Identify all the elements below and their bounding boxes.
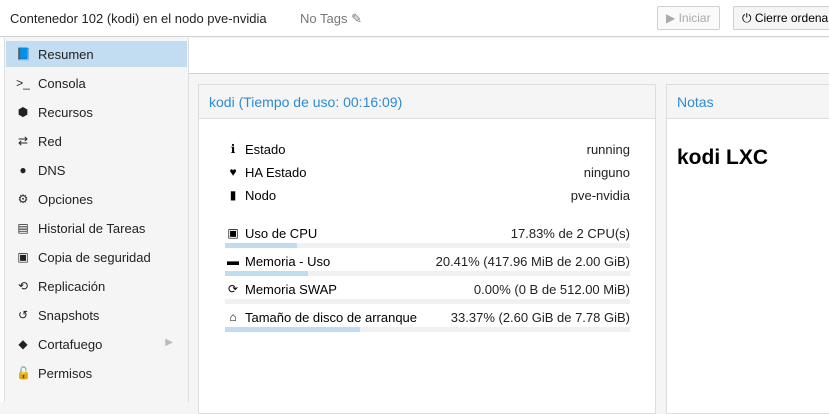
sidebar-item-historial-de-tareas[interactable]: ▤ Historial de Tareas xyxy=(6,215,187,241)
usage-bar xyxy=(225,299,630,304)
heartbeat-icon: ♥ xyxy=(229,165,237,179)
usage-value: 0.00% (0 B de 512.00 MiB) xyxy=(473,282,630,297)
status-row: ♥ HA Estado ninguno xyxy=(225,165,630,183)
sidebar-item-recursos[interactable]: ⬢ Recursos xyxy=(6,99,187,125)
sidebar-item-label: Snapshots xyxy=(38,308,100,323)
globe-icon: ● xyxy=(19,163,27,177)
sidebar-item-label: Consola xyxy=(38,76,86,91)
status-label: Estado xyxy=(245,142,286,157)
usage-bar-fill xyxy=(225,243,298,248)
usage-bar xyxy=(225,271,630,276)
notes-content: kodi LXC xyxy=(677,146,769,169)
usage-value: 17.83% de 2 CPU(s) xyxy=(510,226,630,241)
sidebar-item-label: DNS xyxy=(38,163,66,178)
sidebar-item-label: Copia de seguridad xyxy=(38,250,151,265)
shutdown-label: Cierre ordena xyxy=(754,11,829,25)
usage-bar-fill xyxy=(225,327,361,332)
toolbar xyxy=(189,38,829,74)
tags[interactable]: No Tags ✎ xyxy=(300,11,362,27)
status-value: ninguno xyxy=(583,165,630,180)
usage-row: ⌂ Tamaño de disco de arranque 33.37% (2.60… xyxy=(225,310,630,328)
notes-title: Notas xyxy=(667,85,829,119)
sidebar-item-label: Permisos xyxy=(38,366,93,381)
usage-bar xyxy=(225,243,630,248)
power-icon: ⏻ xyxy=(742,11,752,25)
usage-row: ▣ Uso de CPU 17.83% de 2 CPU(s) xyxy=(225,226,630,244)
shutdown-button[interactable]: ⏻ Cierre ordena xyxy=(733,6,829,30)
sidebar-item-permisos[interactable]: 🔓 Permisos xyxy=(6,360,187,386)
status-row: ▮ Nodo pve-nvidia xyxy=(225,188,630,206)
notes-panel: Notas kodi LXC xyxy=(666,84,829,414)
sidebar-item-opciones[interactable]: ⚙ Opciones xyxy=(6,186,187,212)
sidebar-item-resumen[interactable]: 📘 Resumen xyxy=(6,41,187,67)
sidebar-item-dns[interactable]: ● DNS xyxy=(6,157,187,183)
sidebar-item-snapshots[interactable]: ↺ Snapshots xyxy=(6,302,187,328)
page-title: Contenedor 102 (kodi) en el nodo pve-nvi… xyxy=(10,11,267,26)
cpu-icon: ▣ xyxy=(227,226,239,240)
status-row: ℹ Estado running xyxy=(225,142,630,160)
cube-icon: ⬢ xyxy=(17,105,29,119)
sidebar-item-label: Cortafuego xyxy=(38,337,103,352)
server-icon: ▮ xyxy=(229,188,237,202)
exchange-icon: ⇄ xyxy=(17,134,29,148)
sidebar-edge xyxy=(0,38,5,402)
unlock-icon: 🔓 xyxy=(16,366,31,380)
history-icon: ↺ xyxy=(17,308,29,322)
sidebar-item-label: Opciones xyxy=(38,192,93,207)
pencil-icon[interactable]: ✎ xyxy=(351,11,362,26)
refresh-icon: ⟳ xyxy=(227,282,239,296)
summary-panel: kodi (Tiempo de uso: 00:16:09) ℹ Estado ru… xyxy=(198,84,656,414)
shield-icon: ◆ xyxy=(18,337,28,351)
status-label: HA Estado xyxy=(245,165,307,180)
sidebar-item-label: Red xyxy=(38,134,62,149)
content: kodi (Tiempo de uso: 00:16:09) ℹ Estado ru… xyxy=(188,38,829,414)
memory-icon: ▬ xyxy=(227,254,239,268)
summary-title: kodi (Tiempo de uso: 00:16:09) xyxy=(199,85,655,119)
info-icon: ℹ xyxy=(230,142,236,156)
hdd-icon: ⌂ xyxy=(229,310,237,324)
sidebar-item-label: Replicación xyxy=(38,279,106,294)
sidebar: 📘 Resumen >_ Consola ⬢ Recursos ⇄ Red ● DNS ⚙ Opcio… xyxy=(0,38,188,402)
sidebar-item-label: Recursos xyxy=(38,105,93,120)
sidebar-item-consola[interactable]: >_ Consola xyxy=(6,70,187,96)
status-label: Nodo xyxy=(245,188,277,203)
sidebar-item-replicaci-n[interactable]: ⟲ Replicación xyxy=(6,273,187,299)
usage-row: ⟳ Memoria SWAP 0.00% (0 B de 512.00 MiB) xyxy=(225,282,630,300)
status-value: running xyxy=(586,142,630,157)
start-button[interactable]: ▶ Iniciar xyxy=(657,6,720,30)
sidebar-item-cortafuego[interactable]: ◆ Cortafuego ▶ xyxy=(6,331,187,357)
tags-label: No Tags xyxy=(300,11,348,26)
usage-value: 20.41% (417.96 MiB de 2.00 GiB) xyxy=(435,254,630,269)
retweet-icon: ⟲ xyxy=(17,279,29,293)
usage-row: ▬ Memoria - Uso 20.41% (417.96 MiB de 2.00… xyxy=(225,254,630,272)
sidebar-item-label: Resumen xyxy=(38,47,94,62)
header: Contenedor 102 (kodi) en el nodo pve-nvi… xyxy=(0,0,829,37)
usage-label: Uso de CPU xyxy=(245,226,318,241)
play-icon: ▶ xyxy=(666,11,676,25)
usage-value: 33.37% (2.60 GiB de 7.78 GiB) xyxy=(450,310,630,325)
floppy-icon: ▣ xyxy=(17,250,29,264)
list-icon: ▤ xyxy=(17,221,29,235)
gear-icon: ⚙ xyxy=(17,192,29,206)
book-icon: 📘 xyxy=(16,47,31,61)
usage-bar-fill xyxy=(225,271,308,276)
usage-label: Memoria SWAP xyxy=(245,282,337,297)
usage-label: Memoria - Uso xyxy=(245,254,331,269)
sidebar-item-copia-de-seguridad[interactable]: ▣ Copia de seguridad xyxy=(6,244,187,270)
terminal-icon: >_ xyxy=(16,76,30,90)
usage-bar xyxy=(225,327,630,332)
status-value: pve-nvidia xyxy=(570,188,630,203)
sidebar-item-red[interactable]: ⇄ Red xyxy=(6,128,187,154)
usage-label: Tamaño de disco de arranque xyxy=(245,310,418,325)
chevron-right-icon[interactable]: ▶ xyxy=(165,337,173,348)
start-label: Iniciar xyxy=(678,11,711,25)
sidebar-item-label: Historial de Tareas xyxy=(38,221,146,236)
